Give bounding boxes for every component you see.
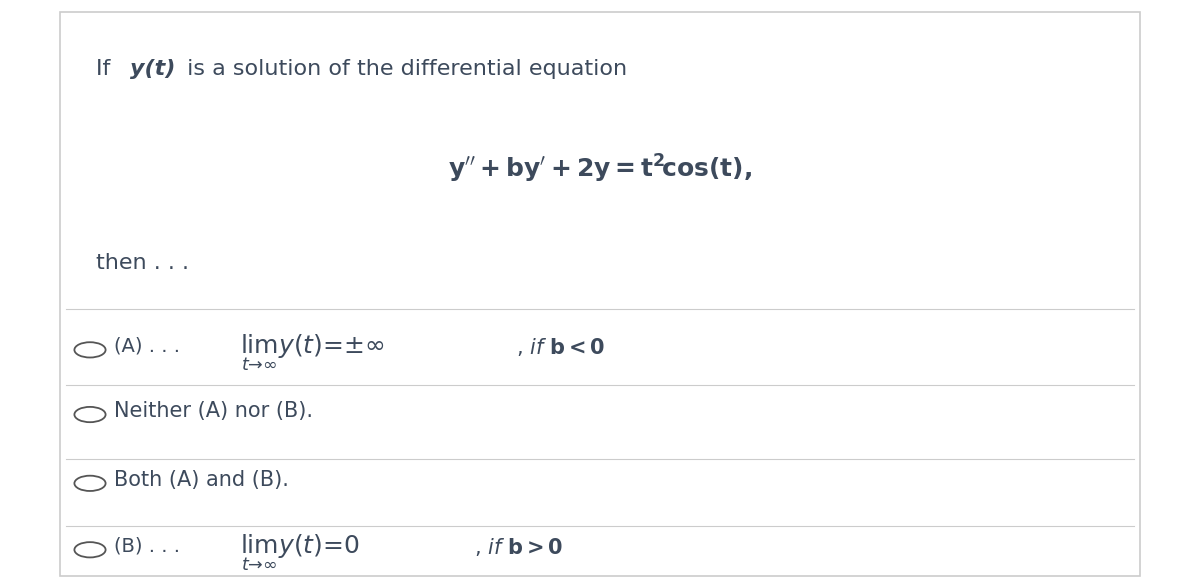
Text: (A) . . .: (A) . . . <box>114 336 180 355</box>
Text: y(t): y(t) <box>130 59 175 79</box>
FancyBboxPatch shape <box>60 12 1140 576</box>
Text: Neither (A) nor (B).: Neither (A) nor (B). <box>114 401 313 421</box>
Text: $\lim_{t\to\infty} y(t) = 0$: $\lim_{t\to\infty} y(t) = 0$ <box>240 533 360 573</box>
Text: (B) . . .: (B) . . . <box>114 536 180 555</box>
Text: , $\mathit{if}\ \mathbf{b{<}0}$: , $\mathit{if}\ \mathbf{b{<}0}$ <box>516 336 605 358</box>
Text: $\lim_{t\to\infty} y(t) = \pm\infty$: $\lim_{t\to\infty} y(t) = \pm\infty$ <box>240 333 384 373</box>
Text: Both (A) and (B).: Both (A) and (B). <box>114 470 289 490</box>
Text: $\mathbf{y''+by'+2y = t^2\!cos(t),}$: $\mathbf{y''+by'+2y = t^2\!cos(t),}$ <box>448 153 752 185</box>
Text: If: If <box>96 59 118 79</box>
Text: then . . .: then . . . <box>96 253 190 273</box>
Text: , $\mathit{if}\ \mathbf{b{>}0}$: , $\mathit{if}\ \mathbf{b{>}0}$ <box>474 536 563 558</box>
Text: is a solution of the differential equation: is a solution of the differential equati… <box>180 59 628 79</box>
